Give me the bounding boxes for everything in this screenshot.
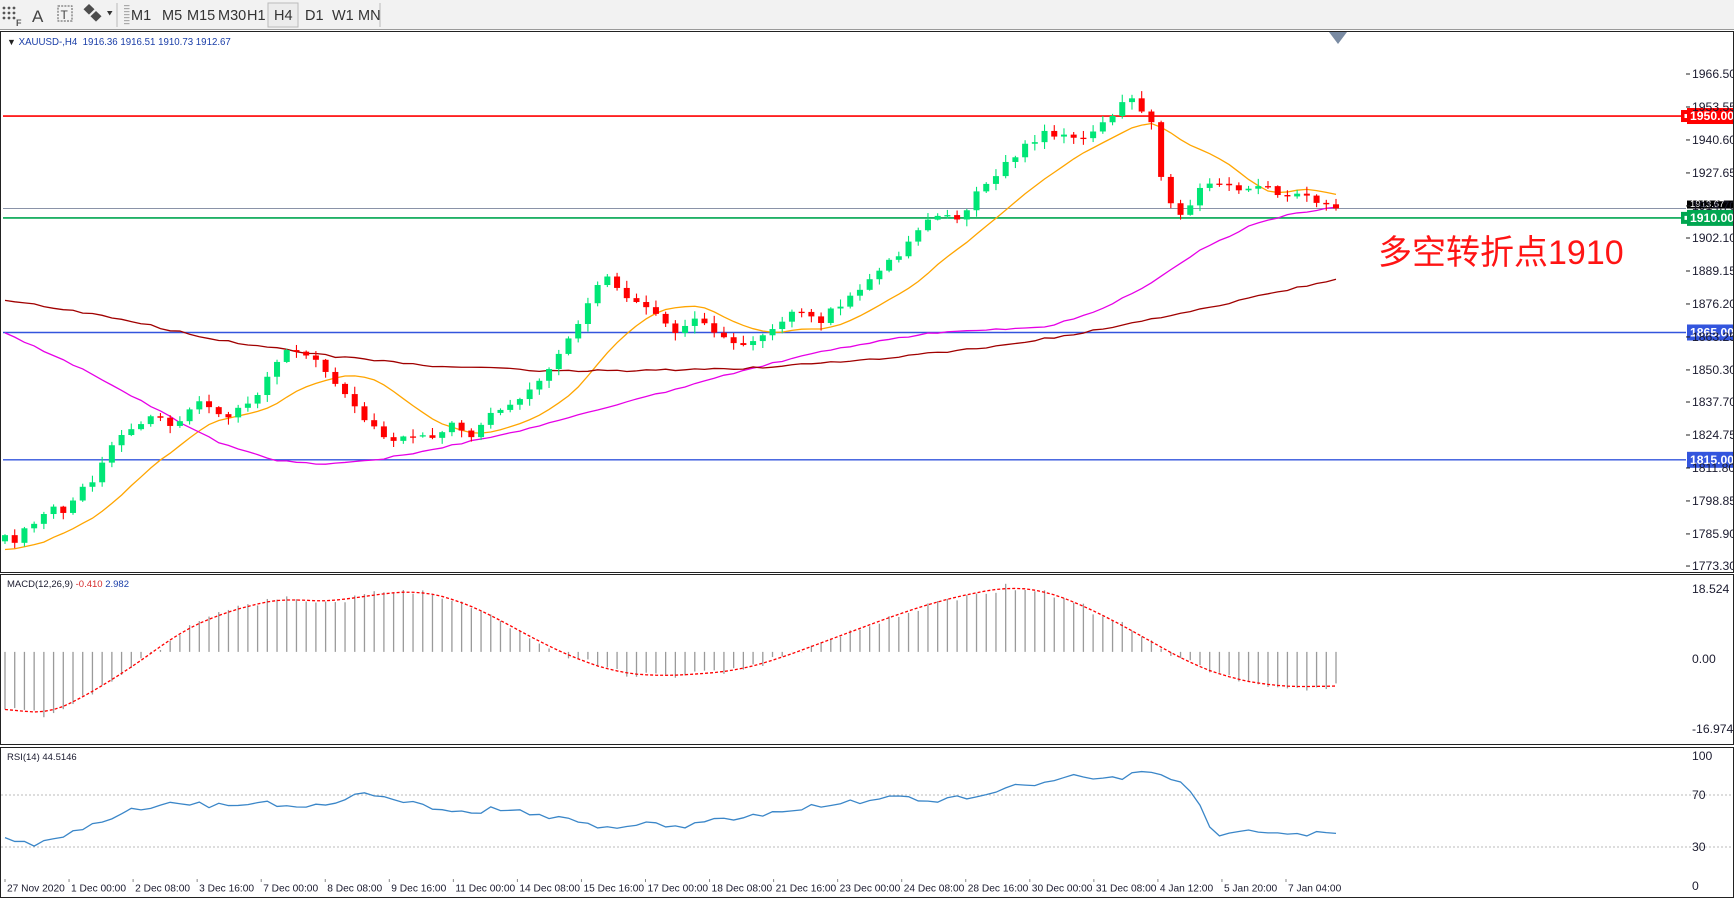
svg-text:T: T bbox=[61, 8, 69, 22]
svg-text:F: F bbox=[16, 18, 22, 28]
svg-text:H1: H1 bbox=[247, 8, 266, 24]
svg-text:15 Dec 16:00: 15 Dec 16:00 bbox=[583, 884, 644, 895]
svg-text:17 Dec 00:00: 17 Dec 00:00 bbox=[648, 884, 709, 895]
svg-text:1889.15: 1889.15 bbox=[1692, 264, 1734, 278]
svg-text:M1: M1 bbox=[131, 8, 151, 24]
svg-text:5 Jan 20:00: 5 Jan 20:00 bbox=[1224, 884, 1278, 895]
svg-text:18 Dec 08:00: 18 Dec 08:00 bbox=[712, 884, 773, 895]
svg-text:1863.25: 1863.25 bbox=[1692, 330, 1734, 344]
svg-text:1773.30: 1773.30 bbox=[1692, 559, 1734, 573]
svg-text:M15: M15 bbox=[187, 8, 215, 24]
svg-text:M30: M30 bbox=[218, 8, 246, 24]
svg-text:70: 70 bbox=[1692, 788, 1706, 802]
svg-text:1940.60: 1940.60 bbox=[1692, 133, 1734, 147]
svg-text:1837.70: 1837.70 bbox=[1692, 395, 1734, 409]
svg-text:28 Dec 16:00: 28 Dec 16:00 bbox=[968, 884, 1029, 895]
svg-text:14 Dec 08:00: 14 Dec 08:00 bbox=[519, 884, 580, 895]
svg-text:27 Nov 2020: 27 Nov 2020 bbox=[7, 884, 65, 895]
svg-text:1850.30: 1850.30 bbox=[1692, 363, 1734, 377]
svg-text:24 Dec 08:00: 24 Dec 08:00 bbox=[904, 884, 965, 895]
svg-text:18.524: 18.524 bbox=[1692, 582, 1729, 596]
svg-text:1 Dec 00:00: 1 Dec 00:00 bbox=[71, 884, 126, 895]
svg-text:1876.20: 1876.20 bbox=[1692, 297, 1734, 311]
svg-text:7 Jan 04:00: 7 Jan 04:00 bbox=[1288, 884, 1342, 895]
svg-text:1953.55: 1953.55 bbox=[1692, 100, 1734, 114]
svg-text:30: 30 bbox=[1692, 840, 1706, 854]
svg-text:21 Dec 16:00: 21 Dec 16:00 bbox=[776, 884, 837, 895]
svg-text:1824.75: 1824.75 bbox=[1692, 428, 1734, 442]
svg-text:7 Dec 00:00: 7 Dec 00:00 bbox=[263, 884, 318, 895]
svg-text:W1: W1 bbox=[332, 8, 354, 24]
svg-text:9 Dec 16:00: 9 Dec 16:00 bbox=[391, 884, 446, 895]
svg-text:2 Dec 08:00: 2 Dec 08:00 bbox=[135, 884, 190, 895]
svg-text:MN: MN bbox=[358, 8, 381, 24]
svg-text:8 Dec 08:00: 8 Dec 08:00 bbox=[327, 884, 382, 895]
svg-text:1811.80: 1811.80 bbox=[1692, 461, 1734, 475]
svg-text:0.00: 0.00 bbox=[1692, 652, 1716, 666]
svg-text:1785.90: 1785.90 bbox=[1692, 527, 1734, 541]
svg-text:M5: M5 bbox=[162, 8, 182, 24]
svg-text:30 Dec 00:00: 30 Dec 00:00 bbox=[1032, 884, 1093, 895]
svg-text:23 Dec 00:00: 23 Dec 00:00 bbox=[840, 884, 901, 895]
svg-text:31 Dec 08:00: 31 Dec 08:00 bbox=[1096, 884, 1157, 895]
svg-text:3 Dec 16:00: 3 Dec 16:00 bbox=[199, 884, 254, 895]
svg-text:1798.85: 1798.85 bbox=[1692, 494, 1734, 508]
svg-text:11 Dec 00:00: 11 Dec 00:00 bbox=[455, 884, 515, 895]
svg-text:1927.65: 1927.65 bbox=[1692, 166, 1734, 180]
svg-text:1966.50: 1966.50 bbox=[1692, 67, 1734, 81]
svg-text:-16.974: -16.974 bbox=[1692, 722, 1734, 736]
svg-text:A: A bbox=[32, 7, 44, 26]
svg-text:D1: D1 bbox=[305, 8, 324, 24]
svg-text:1902.10: 1902.10 bbox=[1692, 231, 1734, 245]
svg-text:4 Jan 12:00: 4 Jan 12:00 bbox=[1160, 884, 1214, 895]
svg-text:H4: H4 bbox=[274, 8, 293, 24]
svg-text:1914.70: 1914.70 bbox=[1692, 199, 1734, 213]
svg-text:100: 100 bbox=[1692, 749, 1713, 763]
svg-text:1910.00: 1910.00 bbox=[1690, 211, 1734, 225]
